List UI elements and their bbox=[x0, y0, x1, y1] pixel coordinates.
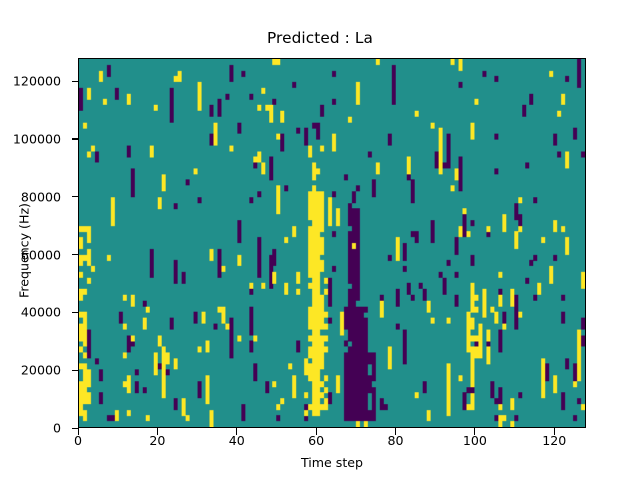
x-tick-mark bbox=[156, 428, 158, 435]
y-tick-mark bbox=[71, 80, 78, 82]
x-tick-mark bbox=[236, 428, 238, 435]
x-tick-label: 0 bbox=[73, 433, 83, 448]
y-tick-label: 100000 bbox=[12, 131, 61, 147]
x-tick-mark bbox=[553, 428, 555, 435]
x-tick-label: 80 bbox=[387, 433, 404, 448]
x-tick-mark bbox=[395, 428, 397, 435]
heatmap-axes bbox=[78, 58, 586, 428]
y-tick-mark bbox=[71, 427, 78, 429]
y-tick-mark bbox=[71, 311, 78, 313]
y-tick-mark bbox=[71, 369, 78, 371]
x-tick-label: 20 bbox=[149, 433, 166, 448]
x-tick-mark bbox=[315, 428, 317, 435]
spectrogram-heatmap bbox=[79, 59, 585, 427]
y-tick-mark bbox=[71, 196, 78, 198]
y-tick-label: 80000 bbox=[20, 189, 61, 205]
y-tick-label: 60000 bbox=[20, 247, 61, 263]
x-tick-label: 100 bbox=[462, 433, 487, 448]
y-axis-label: Frequency (Hz) bbox=[16, 203, 32, 298]
y-tick-label: 120000 bbox=[12, 73, 61, 89]
x-axis-label: Time step bbox=[300, 455, 364, 470]
chart-title: Predicted : La bbox=[267, 29, 373, 47]
y-tick-mark bbox=[71, 138, 78, 140]
y-tick-label: 20000 bbox=[20, 362, 61, 378]
x-tick-mark bbox=[474, 428, 476, 435]
x-tick-label: 40 bbox=[228, 433, 245, 448]
y-tick-label: 0 bbox=[52, 420, 61, 436]
x-tick-mark bbox=[77, 428, 79, 435]
y-tick-mark bbox=[71, 254, 78, 256]
x-tick-label: 60 bbox=[308, 433, 325, 448]
y-tick-label: 40000 bbox=[20, 304, 61, 320]
x-tick-label: 120 bbox=[542, 433, 567, 448]
